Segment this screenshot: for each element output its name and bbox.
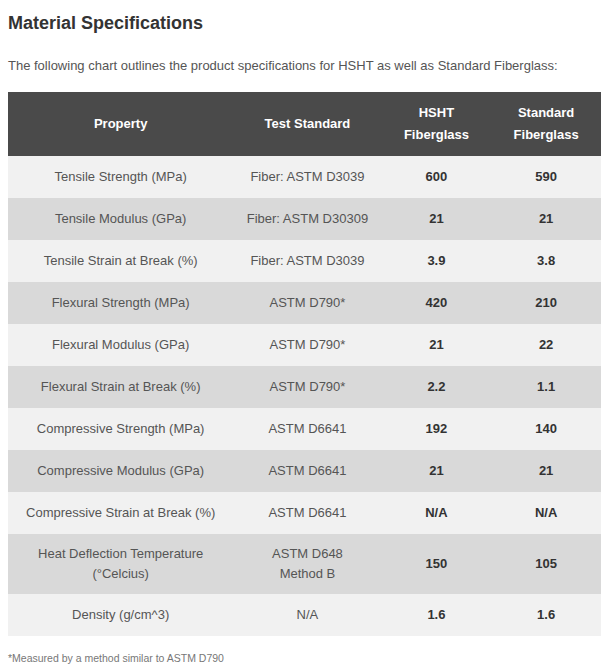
table-row-density: Density (g/cm^3) N/A 1.6 1.6 bbox=[8, 594, 601, 636]
cell-hsht-value: 2.2 bbox=[382, 367, 492, 407]
cell-test-standard: ASTM D790* bbox=[233, 325, 381, 365]
table-body: Tensile Strength (MPa) Fiber: ASTM D3039… bbox=[8, 156, 601, 636]
cell-test-standard: ASTM D6641 bbox=[233, 409, 381, 449]
page: Material Specifications The following ch… bbox=[0, 0, 613, 666]
cell-test-standard: ASTM D6641 bbox=[233, 493, 381, 533]
cell-test-standard: N/A bbox=[233, 595, 381, 635]
cell-property: Flexural Strain at Break (%) bbox=[8, 367, 233, 407]
cell-standard-value: 21 bbox=[491, 451, 601, 491]
cell-property: Compressive Strength (MPa) bbox=[8, 409, 233, 449]
cell-property: Tensile Strain at Break (%) bbox=[8, 241, 233, 281]
table-row-tensile-strain: Tensile Strain at Break (%) Fiber: ASTM … bbox=[8, 240, 601, 282]
cell-test-standard: ASTM D790* bbox=[233, 283, 381, 323]
table-row-tensile-modulus: Tensile Modulus (GPa) Fiber: ASTM D30309… bbox=[8, 198, 601, 240]
cell-standard-value: 22 bbox=[491, 325, 601, 365]
cell-standard-value: N/A bbox=[491, 493, 601, 533]
cell-standard-value: 21 bbox=[491, 199, 601, 239]
column-header-hsht-fiberglass: HSHT Fiberglass bbox=[382, 92, 492, 156]
cell-hsht-value: 21 bbox=[382, 199, 492, 239]
cell-hsht-value: N/A bbox=[382, 493, 492, 533]
cell-test-standard: Fiber: ASTM D3039 bbox=[233, 157, 381, 197]
cell-property: Flexural Modulus (GPa) bbox=[8, 325, 233, 365]
cell-hsht-value: 600 bbox=[382, 157, 492, 197]
cell-test-standard: Fiber: ASTM D3039 bbox=[233, 241, 381, 281]
intro-text: The following chart outlines the product… bbox=[8, 58, 601, 74]
cell-test-standard: ASTM D6641 bbox=[233, 451, 381, 491]
table-header-row: Property Test Standard HSHT Fiberglass S… bbox=[8, 92, 601, 156]
cell-hsht-value: 150 bbox=[382, 544, 492, 584]
cell-standard-value: 1.1 bbox=[491, 367, 601, 407]
cell-hsht-value: 21 bbox=[382, 325, 492, 365]
cell-hsht-value: 21 bbox=[382, 451, 492, 491]
column-header-test-standard: Test Standard bbox=[233, 103, 381, 145]
table-row-flexural-modulus: Flexural Modulus (GPa) ASTM D790* 21 22 bbox=[8, 324, 601, 366]
page-title: Material Specifications bbox=[8, 12, 601, 34]
cell-hsht-value: 3.9 bbox=[382, 241, 492, 281]
cell-test-standard: ASTM D790* bbox=[233, 367, 381, 407]
table-row-flexural-strain: Flexural Strain at Break (%) ASTM D790* … bbox=[8, 366, 601, 408]
cell-standard-value: 105 bbox=[491, 544, 601, 584]
cell-property: Density (g/cm^3) bbox=[8, 595, 233, 635]
cell-property: Heat Deflection Temperature (°Celcius) bbox=[8, 534, 233, 594]
cell-property: Tensile Modulus (GPa) bbox=[8, 199, 233, 239]
cell-hsht-value: 1.6 bbox=[382, 595, 492, 635]
cell-property: Compressive Strain at Break (%) bbox=[8, 493, 233, 533]
cell-standard-value: 590 bbox=[491, 157, 601, 197]
cell-property: Flexural Strength (MPa) bbox=[8, 283, 233, 323]
cell-test-standard: ASTM D648 Method B bbox=[233, 534, 381, 594]
table-row-heat-deflection: Heat Deflection Temperature (°Celcius) A… bbox=[8, 534, 601, 594]
cell-hsht-value: 420 bbox=[382, 283, 492, 323]
cell-property: Compressive Modulus (GPa) bbox=[8, 451, 233, 491]
cell-property: Tensile Strength (MPa) bbox=[8, 157, 233, 197]
table-row-flexural-strength: Flexural Strength (MPa) ASTM D790* 420 2… bbox=[8, 282, 601, 324]
table-row-tensile-strength: Tensile Strength (MPa) Fiber: ASTM D3039… bbox=[8, 156, 601, 198]
column-header-standard-fiberglass: Standard Fiberglass bbox=[491, 92, 601, 156]
cell-standard-value: 140 bbox=[491, 409, 601, 449]
table-row-compressive-strain: Compressive Strain at Break (%) ASTM D66… bbox=[8, 492, 601, 534]
cell-test-standard: Fiber: ASTM D30309 bbox=[233, 199, 381, 239]
footnote: *Measured by a method similar to ASTM D7… bbox=[8, 652, 601, 665]
cell-hsht-value: 192 bbox=[382, 409, 492, 449]
cell-standard-value: 210 bbox=[491, 283, 601, 323]
table-row-compressive-modulus: Compressive Modulus (GPa) ASTM D6641 21 … bbox=[8, 450, 601, 492]
table-row-compressive-strength: Compressive Strength (MPa) ASTM D6641 19… bbox=[8, 408, 601, 450]
cell-standard-value: 1.6 bbox=[491, 595, 601, 635]
spec-table: Property Test Standard HSHT Fiberglass S… bbox=[8, 92, 601, 636]
cell-standard-value: 3.8 bbox=[491, 241, 601, 281]
column-header-property: Property bbox=[8, 103, 233, 145]
